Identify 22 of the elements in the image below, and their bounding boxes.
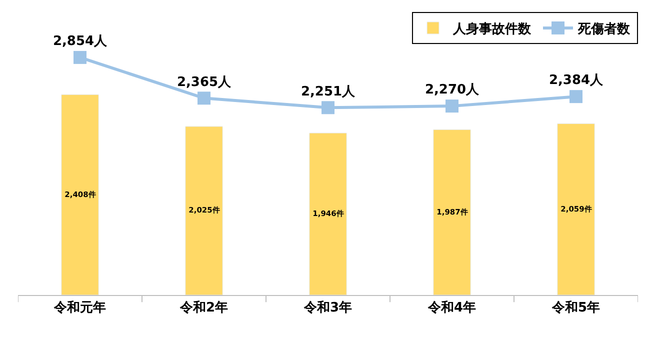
x-tick-label: 令和2年	[178, 300, 228, 316]
legend-label: 人身事故件数	[452, 22, 532, 38]
bar	[433, 129, 471, 295]
point	[74, 50, 86, 64]
data-label: 2,854人	[52, 34, 108, 50]
legend-label: 死傷者数	[577, 22, 631, 38]
point	[446, 100, 458, 113]
data-label: 2,270人	[424, 82, 480, 98]
data-label: 2,365人	[176, 74, 232, 90]
x-tick-label: 令和元年	[53, 300, 106, 316]
bar	[557, 123, 595, 295]
x-tick-label: 令和4年	[426, 300, 476, 316]
x-tick-label: 令和5年	[550, 300, 600, 316]
bar	[309, 132, 347, 295]
data-label: 2,384人	[548, 73, 604, 88]
x-tick-label: 令和3年	[302, 300, 352, 316]
point	[322, 101, 334, 114]
point	[198, 92, 210, 105]
point	[570, 90, 582, 104]
bar	[185, 126, 223, 295]
data-label: 2,251人	[300, 84, 356, 100]
bar	[61, 94, 99, 295]
